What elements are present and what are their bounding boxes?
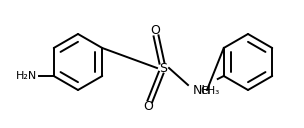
Text: H₂N: H₂N bbox=[16, 71, 37, 81]
Text: O: O bbox=[150, 24, 160, 38]
Text: O: O bbox=[143, 99, 153, 113]
Text: CH₃: CH₃ bbox=[200, 86, 219, 96]
Text: S: S bbox=[159, 61, 167, 74]
Text: NH: NH bbox=[193, 83, 212, 97]
